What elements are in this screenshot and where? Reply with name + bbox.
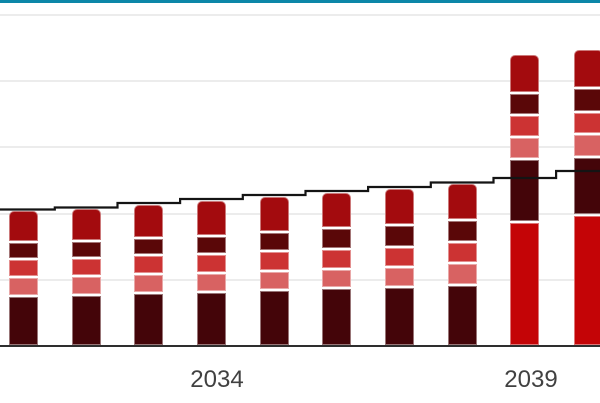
bar-segment-medium_red[interactable] [9, 259, 38, 277]
stacked-bar-6[interactable] [322, 192, 352, 345]
bar-segment-salmon[interactable] [259, 271, 289, 290]
y-gridline [0, 80, 600, 82]
bar-segment-deep_maroon[interactable] [510, 159, 540, 221]
bar-segment-medium_red[interactable] [510, 116, 540, 137]
y-gridline [0, 146, 600, 149]
x-axis-baseline [0, 344, 600, 347]
bar-segment-deep_maroon[interactable] [259, 291, 289, 345]
bar-segment-salmon[interactable] [322, 270, 352, 288]
bar-segment-dark_maroon[interactable] [322, 228, 352, 248]
bar-segment-deep_maroon[interactable] [134, 294, 164, 345]
bar-segment-salmon[interactable] [385, 267, 414, 287]
bar-segment-bright_red[interactable] [510, 222, 540, 345]
bar-segment-crimson_top[interactable] [9, 211, 38, 242]
y-gridline [0, 13, 600, 16]
bar-segment-salmon[interactable] [71, 277, 101, 294]
bar-segment-bright_red[interactable] [573, 215, 600, 345]
bar-segment-deep_maroon[interactable] [322, 289, 352, 345]
bar-segment-crimson_top[interactable] [447, 183, 477, 220]
bar-segment-medium_red[interactable] [322, 249, 352, 269]
bar-segment-dark_maroon[interactable] [510, 93, 540, 115]
bar-segment-salmon[interactable] [573, 134, 600, 156]
stacked-bar-8[interactable] [447, 183, 477, 345]
bar-segment-deep_maroon[interactable] [447, 285, 477, 345]
stacked-bar-5[interactable] [259, 196, 289, 345]
bar-segment-crimson_top[interactable] [385, 188, 414, 225]
bar-segment-salmon[interactable] [197, 273, 226, 291]
bar-segment-deep_maroon[interactable] [9, 296, 38, 345]
bar-segment-medium_red[interactable] [134, 256, 164, 274]
bar-segment-deep_maroon[interactable] [71, 295, 101, 345]
bar-segment-crimson_top[interactable] [71, 209, 101, 240]
bar-segment-crimson_top[interactable] [573, 49, 600, 87]
bar-segment-dark_maroon[interactable] [259, 233, 289, 251]
bar-segment-dark_maroon[interactable] [447, 221, 477, 242]
bar-segment-medium_red[interactable] [447, 243, 477, 262]
y-gridline [0, 279, 600, 281]
stacked-bar-3[interactable] [134, 204, 164, 345]
x-axis-label: 2034 [190, 366, 244, 393]
bar-segment-dark_maroon[interactable] [71, 241, 101, 257]
bar-segment-crimson_top[interactable] [322, 192, 352, 227]
top-accent-border [0, 0, 600, 3]
bar-segment-salmon[interactable] [9, 278, 38, 295]
bar-segment-salmon[interactable] [134, 275, 164, 293]
stacked-bar-7[interactable] [385, 188, 414, 345]
bar-segment-crimson_top[interactable] [197, 200, 226, 235]
y-gridline [0, 212, 600, 215]
bar-segment-medium_red[interactable] [259, 252, 289, 270]
bar-segment-crimson_top[interactable] [259, 196, 289, 232]
bar-segment-crimson_top[interactable] [510, 55, 540, 92]
stacked-bar-9[interactable] [510, 55, 540, 345]
bar-segment-dark_maroon[interactable] [197, 236, 226, 253]
stacked-bar-4[interactable] [197, 200, 226, 345]
bar-segment-deep_maroon[interactable] [197, 292, 226, 345]
bar-segment-medium_red[interactable] [71, 258, 101, 276]
bar-segment-deep_maroon[interactable] [573, 157, 600, 214]
stacked-bar-2[interactable] [71, 209, 101, 345]
bar-segment-dark_maroon[interactable] [9, 243, 38, 258]
bar-segment-salmon[interactable] [447, 263, 477, 284]
stacked-bar-10[interactable] [573, 49, 600, 346]
bar-segment-crimson_top[interactable] [134, 204, 164, 237]
bar-segment-medium_red[interactable] [385, 247, 414, 266]
stacked-bar-1[interactable] [9, 211, 38, 345]
bar-segment-medium_red[interactable] [573, 112, 600, 133]
bar-segment-deep_maroon[interactable] [385, 288, 414, 345]
bar-segment-dark_maroon[interactable] [134, 238, 164, 255]
x-axis-label: 2039 [504, 366, 558, 393]
bar-segment-dark_maroon[interactable] [573, 88, 600, 111]
bar-segment-dark_maroon[interactable] [385, 226, 414, 246]
bar-segment-medium_red[interactable] [197, 254, 226, 272]
bar-segment-salmon[interactable] [510, 138, 540, 158]
